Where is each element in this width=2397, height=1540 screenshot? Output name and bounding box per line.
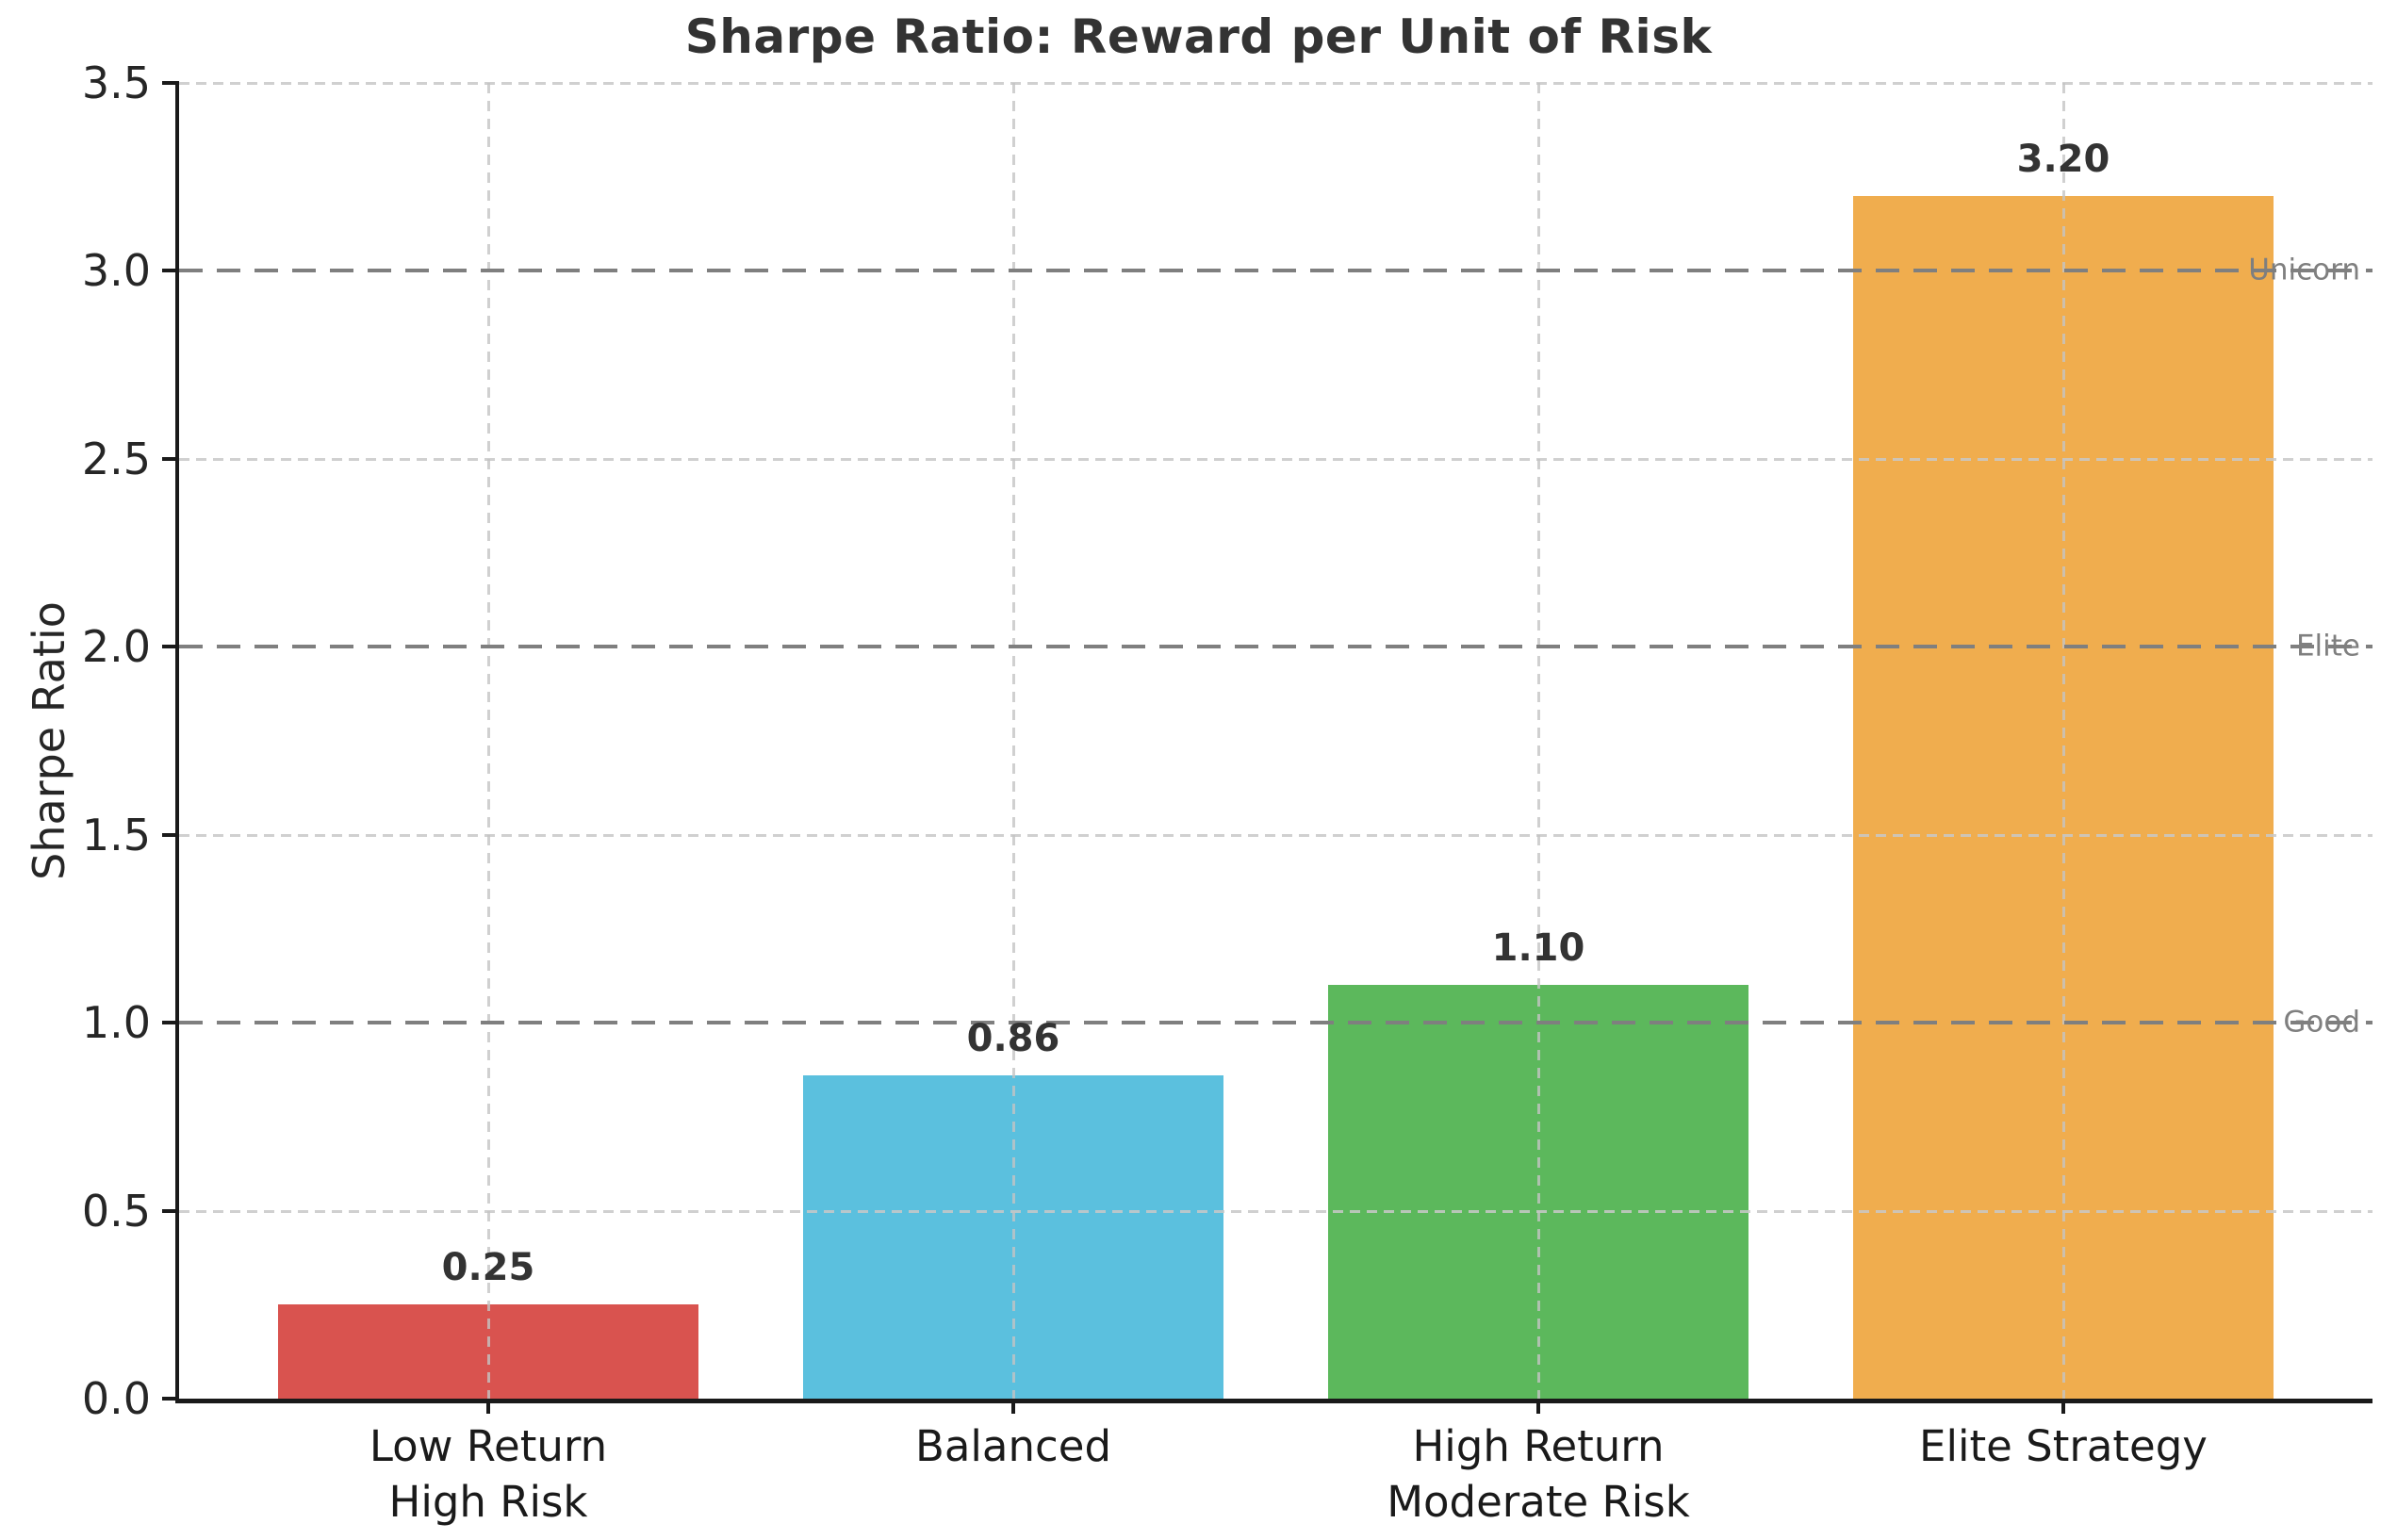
gridline-x-high-return-moderate-risk [1537, 83, 1540, 1399]
reference-label-good: Good [2283, 1005, 2360, 1040]
x-tick-mark [1536, 1399, 1540, 1414]
y-axis-line [175, 83, 179, 1402]
bar-value-label: 1.10 [1491, 926, 1585, 971]
reference-line-good [179, 1021, 2372, 1025]
x-tick-mark [2061, 1399, 2065, 1414]
x-tick-mark [1011, 1399, 1015, 1414]
y-tick-mark [162, 81, 179, 85]
reference-line-elite [179, 645, 2372, 649]
y-tick-label: 3.0 [81, 245, 151, 297]
y-tick-label: 1.5 [81, 809, 151, 860]
gridline-x-elite-strategy [2062, 83, 2065, 1399]
y-tick-mark [162, 1021, 179, 1025]
y-tick-label: 2.0 [81, 621, 151, 673]
y-tick-label: 0.0 [81, 1373, 151, 1424]
y-tick-label: 1.0 [81, 997, 151, 1049]
gridline-y-2.5 [179, 457, 2372, 461]
reference-label-unicorn: Unicorn [2248, 253, 2360, 287]
y-tick-mark [162, 456, 179, 461]
gridline-y-0.5 [179, 1209, 2372, 1213]
gridline-x-low-return-high-risk [487, 83, 490, 1399]
reference-label-elite: Elite [2295, 629, 2360, 664]
chart-title: Sharpe Ratio: Reward per Unit of Risk [684, 9, 1713, 64]
y-tick-mark [162, 1397, 179, 1401]
x-tick-label-elite-strategy: Elite Strategy [1919, 1421, 2208, 1471]
x-tick-label-high-return-moderate-risk: High Return Moderate Risk [1387, 1421, 1690, 1527]
x-tick-label-balanced: Balanced [914, 1421, 1112, 1471]
reference-line-unicorn [179, 269, 2372, 273]
x-axis-line [175, 1399, 2372, 1403]
gridline-x-balanced [1012, 83, 1015, 1399]
gridline-y-1.5 [179, 833, 2372, 837]
y-tick-label: 2.5 [81, 433, 151, 484]
bar-value-label: 3.20 [2016, 137, 2110, 181]
y-tick-mark [162, 1208, 179, 1213]
bar-value-label: 0.86 [966, 1016, 1060, 1060]
bar-value-label: 0.25 [441, 1246, 535, 1290]
y-tick-label: 3.5 [81, 57, 151, 108]
x-tick-mark [486, 1399, 490, 1414]
gridline-y-3.5 [179, 82, 2372, 85]
y-tick-label: 0.5 [81, 1185, 151, 1237]
y-tick-mark [162, 832, 179, 837]
y-tick-mark [162, 645, 179, 649]
x-tick-label-low-return-high-risk: Low Return High Risk [369, 1421, 608, 1527]
y-tick-mark [162, 269, 179, 273]
